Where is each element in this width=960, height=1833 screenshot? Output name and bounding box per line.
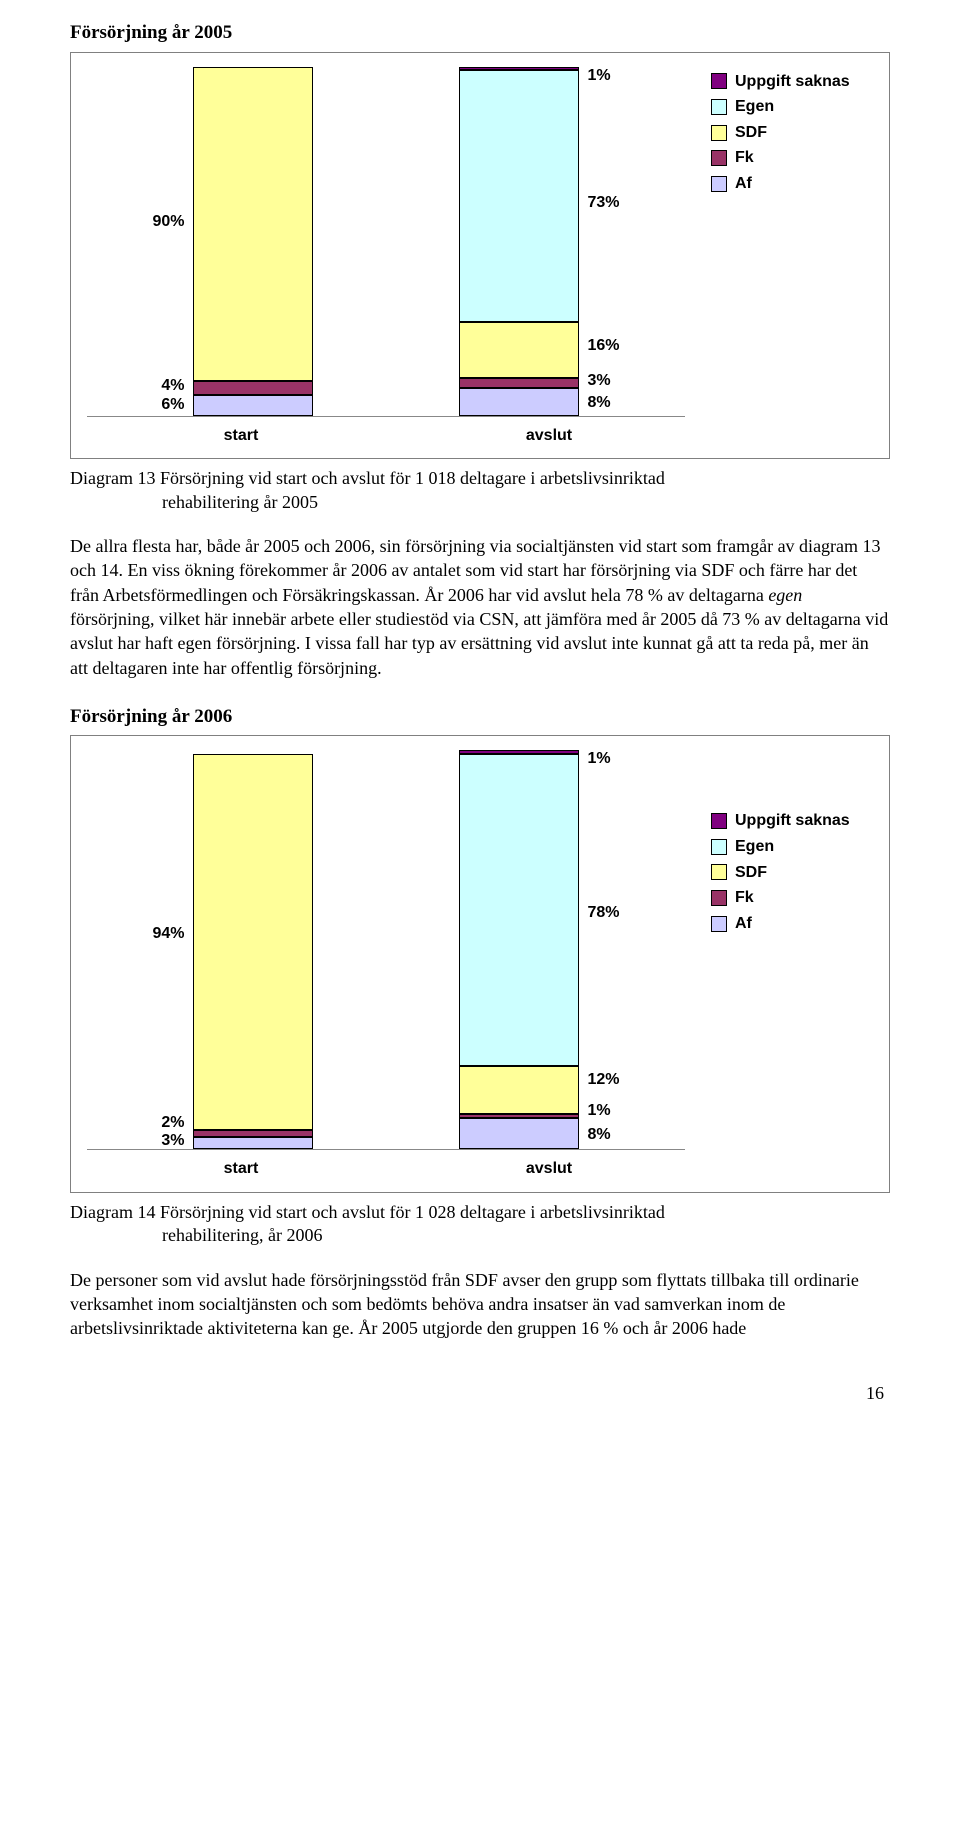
bar-segment — [459, 1066, 579, 1114]
bar-segment — [193, 67, 313, 381]
legend-item: Fk — [711, 147, 873, 169]
bar-segment — [193, 395, 313, 416]
bar-segment — [193, 1137, 313, 1149]
legend-swatch — [711, 150, 727, 166]
x-axis-label: avslut — [395, 425, 703, 447]
legend-label: Fk — [735, 887, 754, 909]
chart1-title: Försörjning år 2005 — [70, 20, 890, 46]
bar-value-label: 1% — [587, 67, 610, 85]
bar-column: 94%2%3% — [87, 750, 386, 1149]
chart1-caption: Diagram 13 Försörjning vid start och avs… — [70, 467, 890, 514]
chart-legend: Uppgift saknas Egen SDF Fk Af — [703, 67, 873, 417]
bar-segment — [193, 1130, 313, 1138]
bar-segment — [459, 1118, 579, 1150]
legend-swatch — [711, 813, 727, 829]
bar-value-label: 1% — [587, 750, 610, 768]
chart2-box: 94%2%3%1%78%12%1%8%Uppgift saknasEgenSDF… — [70, 735, 890, 1193]
bar-value-label: 8% — [587, 390, 610, 416]
bar-column: 1%73%16%3%8% — [386, 67, 685, 416]
legend-item: SDF — [711, 122, 873, 144]
bar-stack — [193, 750, 313, 1149]
bar-value-label: 2% — [161, 1114, 184, 1132]
legend-label: Uppgift saknas — [735, 71, 850, 93]
chart-bars-area: 90%4%6%1%73%16%3%8% — [87, 67, 685, 417]
legend-label: SDF — [735, 862, 767, 884]
bar-column: 1%78%12%1%8% — [386, 750, 685, 1149]
bar-value-label: 90% — [152, 67, 184, 378]
legend-label: Egen — [735, 96, 774, 118]
bar-stack — [459, 67, 579, 416]
legend-item: Egen — [711, 96, 873, 118]
bar-value-label: 16% — [587, 320, 619, 372]
legend-swatch — [711, 99, 727, 115]
bar-value-label: 6% — [161, 395, 184, 416]
legend-label: Uppgift saknas — [735, 810, 850, 832]
chart1-caption-lead: Diagram 13 Försörjning vid start och avs… — [70, 468, 665, 488]
legend-item: Egen — [711, 836, 873, 858]
legend-label: Egen — [735, 836, 774, 858]
legend-label: Af — [735, 173, 752, 195]
bar-segment — [459, 378, 579, 388]
legend-swatch — [711, 916, 727, 932]
bar-value-label: 94% — [152, 754, 184, 1114]
x-axis-label: avslut — [395, 1158, 703, 1180]
legend-swatch — [711, 839, 727, 855]
bar-segment — [459, 322, 579, 377]
chart2-caption: Diagram 14 Försörjning vid start och avs… — [70, 1201, 890, 1248]
bar-segment — [193, 754, 313, 1129]
chart2-caption-lead: Diagram 14 Försörjning vid start och avs… — [70, 1202, 665, 1222]
x-axis-label: start — [87, 425, 395, 447]
legend-swatch — [711, 890, 727, 906]
legend-swatch — [711, 176, 727, 192]
legend-label: SDF — [735, 122, 767, 144]
bar-value-label: 3% — [161, 1132, 184, 1150]
bar-value-label: 4% — [161, 377, 184, 395]
x-axis-label: start — [87, 1158, 395, 1180]
legend-item: SDF — [711, 862, 873, 884]
bar-value-label: 73% — [587, 84, 619, 320]
legend-swatch — [711, 125, 727, 141]
legend-swatch — [711, 864, 727, 880]
bar-stack — [459, 750, 579, 1149]
bar-segment — [193, 381, 313, 395]
chart-legend: Uppgift saknas Egen SDF Fk Af — [703, 750, 873, 1150]
bar-value-label: 78% — [587, 768, 619, 1058]
legend-item: Af — [711, 173, 873, 195]
bar-value-label: 8% — [587, 1120, 610, 1150]
bar-stack — [193, 67, 313, 416]
legend-item: Uppgift saknas — [711, 810, 873, 832]
bar-value-label: 3% — [587, 372, 610, 390]
chart-bars-area: 94%2%3%1%78%12%1%8% — [87, 750, 685, 1150]
legend-swatch — [711, 73, 727, 89]
bar-value-label: 12% — [587, 1058, 619, 1103]
legend-item: Uppgift saknas — [711, 71, 873, 93]
legend-label: Fk — [735, 147, 754, 169]
chart2-caption-indent: rehabilitering, år 2006 — [70, 1224, 890, 1247]
page-number: 16 — [70, 1381, 890, 1405]
legend-label: Af — [735, 913, 752, 935]
legend-item: Af — [711, 913, 873, 935]
body-paragraph-1: De allra flesta har, både år 2005 och 20… — [70, 534, 890, 680]
legend-item: Fk — [711, 887, 873, 909]
bar-column: 90%4%6% — [87, 67, 386, 416]
body-paragraph-2: De personer som vid avslut hade försörjn… — [70, 1268, 890, 1341]
chart1-box: 90%4%6%1%73%16%3%8%Uppgift saknasEgenSDF… — [70, 52, 890, 460]
bar-value-label: 1% — [587, 1102, 610, 1120]
bar-segment — [459, 388, 579, 416]
chart1-caption-indent: rehabilitering år 2005 — [70, 491, 890, 514]
bar-segment — [459, 754, 579, 1065]
chart2-title: Försörjning år 2006 — [70, 704, 890, 730]
bar-segment — [459, 70, 579, 322]
